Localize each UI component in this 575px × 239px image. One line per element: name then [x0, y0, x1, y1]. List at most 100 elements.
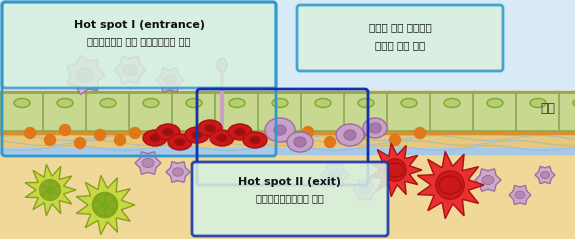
- Ellipse shape: [57, 98, 73, 108]
- Ellipse shape: [229, 98, 245, 108]
- Bar: [0, 128, 575, 173]
- FancyBboxPatch shape: [473, 93, 517, 131]
- Ellipse shape: [205, 125, 215, 131]
- FancyBboxPatch shape: [301, 93, 345, 131]
- Polygon shape: [321, 163, 349, 187]
- Ellipse shape: [243, 132, 267, 148]
- FancyBboxPatch shape: [430, 93, 474, 131]
- FancyBboxPatch shape: [172, 93, 216, 131]
- Circle shape: [389, 135, 401, 146]
- Circle shape: [285, 132, 296, 143]
- Circle shape: [436, 171, 464, 199]
- Circle shape: [75, 137, 86, 148]
- Circle shape: [384, 159, 407, 181]
- Circle shape: [51, 194, 56, 199]
- Ellipse shape: [217, 58, 227, 72]
- FancyBboxPatch shape: [86, 93, 130, 131]
- Ellipse shape: [172, 168, 183, 176]
- FancyBboxPatch shape: [258, 93, 302, 131]
- Ellipse shape: [573, 98, 575, 108]
- Ellipse shape: [185, 127, 209, 143]
- Text: 혈관세포막을 통한 혈관벽구조의 입구: 혈관세포막을 통한 혈관벽구조의 입구: [87, 36, 191, 46]
- FancyBboxPatch shape: [387, 93, 431, 131]
- Ellipse shape: [274, 125, 286, 135]
- Circle shape: [25, 127, 36, 138]
- Circle shape: [44, 181, 49, 186]
- Bar: [0, 91, 575, 96]
- FancyBboxPatch shape: [192, 162, 388, 236]
- Ellipse shape: [363, 118, 387, 138]
- FancyBboxPatch shape: [344, 93, 388, 131]
- Polygon shape: [67, 55, 105, 94]
- Circle shape: [302, 126, 313, 137]
- Ellipse shape: [250, 136, 260, 143]
- Ellipse shape: [192, 131, 202, 138]
- Polygon shape: [535, 166, 555, 184]
- Circle shape: [106, 209, 112, 214]
- Ellipse shape: [336, 124, 364, 146]
- Bar: [0, 148, 575, 154]
- Circle shape: [51, 181, 56, 186]
- Polygon shape: [25, 164, 76, 216]
- Circle shape: [94, 130, 105, 141]
- Ellipse shape: [198, 120, 222, 136]
- Text: Hot spot I (entrance): Hot spot I (entrance): [74, 20, 205, 30]
- FancyBboxPatch shape: [215, 93, 259, 131]
- Ellipse shape: [14, 98, 30, 108]
- Bar: [0, 155, 575, 239]
- Ellipse shape: [228, 124, 252, 140]
- Ellipse shape: [482, 175, 494, 185]
- Ellipse shape: [150, 135, 160, 141]
- Ellipse shape: [540, 172, 550, 179]
- Circle shape: [106, 196, 112, 201]
- Circle shape: [99, 209, 104, 214]
- Circle shape: [95, 202, 100, 207]
- Text: Hot spot II (exit): Hot spot II (exit): [239, 177, 342, 187]
- Circle shape: [129, 127, 140, 138]
- Circle shape: [114, 135, 125, 146]
- Ellipse shape: [530, 98, 546, 108]
- Ellipse shape: [143, 98, 159, 108]
- Circle shape: [44, 194, 49, 199]
- Polygon shape: [135, 152, 161, 174]
- Polygon shape: [166, 162, 190, 182]
- Ellipse shape: [163, 129, 173, 136]
- Circle shape: [355, 130, 366, 141]
- Bar: [0, 126, 575, 134]
- Ellipse shape: [168, 134, 192, 150]
- Ellipse shape: [439, 176, 461, 194]
- Ellipse shape: [123, 64, 137, 76]
- Ellipse shape: [217, 135, 227, 141]
- Ellipse shape: [175, 138, 185, 146]
- Polygon shape: [353, 179, 377, 200]
- Ellipse shape: [359, 186, 370, 194]
- Ellipse shape: [156, 124, 180, 140]
- FancyBboxPatch shape: [0, 93, 44, 131]
- Ellipse shape: [358, 98, 374, 108]
- Circle shape: [40, 188, 45, 192]
- FancyBboxPatch shape: [516, 93, 560, 131]
- Ellipse shape: [294, 137, 306, 147]
- FancyBboxPatch shape: [2, 2, 276, 88]
- Circle shape: [44, 135, 56, 146]
- Text: 혈관벽 방어 기능: 혈관벽 방어 기능: [375, 40, 425, 50]
- Circle shape: [92, 192, 118, 218]
- Ellipse shape: [272, 98, 288, 108]
- Ellipse shape: [186, 98, 202, 108]
- Ellipse shape: [401, 98, 417, 108]
- Ellipse shape: [287, 132, 313, 152]
- Polygon shape: [509, 185, 531, 205]
- Ellipse shape: [369, 123, 381, 133]
- Polygon shape: [156, 68, 184, 92]
- Ellipse shape: [315, 98, 331, 108]
- Circle shape: [324, 136, 335, 147]
- Text: 혈관기저막으로부터 출구: 혈관기저막으로부터 출구: [256, 193, 324, 203]
- Circle shape: [40, 179, 60, 201]
- FancyBboxPatch shape: [43, 93, 87, 131]
- Circle shape: [59, 125, 71, 136]
- Bar: [0, 129, 575, 134]
- Ellipse shape: [444, 98, 460, 108]
- Text: 혈관: 혈관: [540, 102, 555, 114]
- Ellipse shape: [344, 130, 356, 140]
- Text: 호중구 유래 극미립자: 호중구 유래 극미립자: [369, 22, 431, 32]
